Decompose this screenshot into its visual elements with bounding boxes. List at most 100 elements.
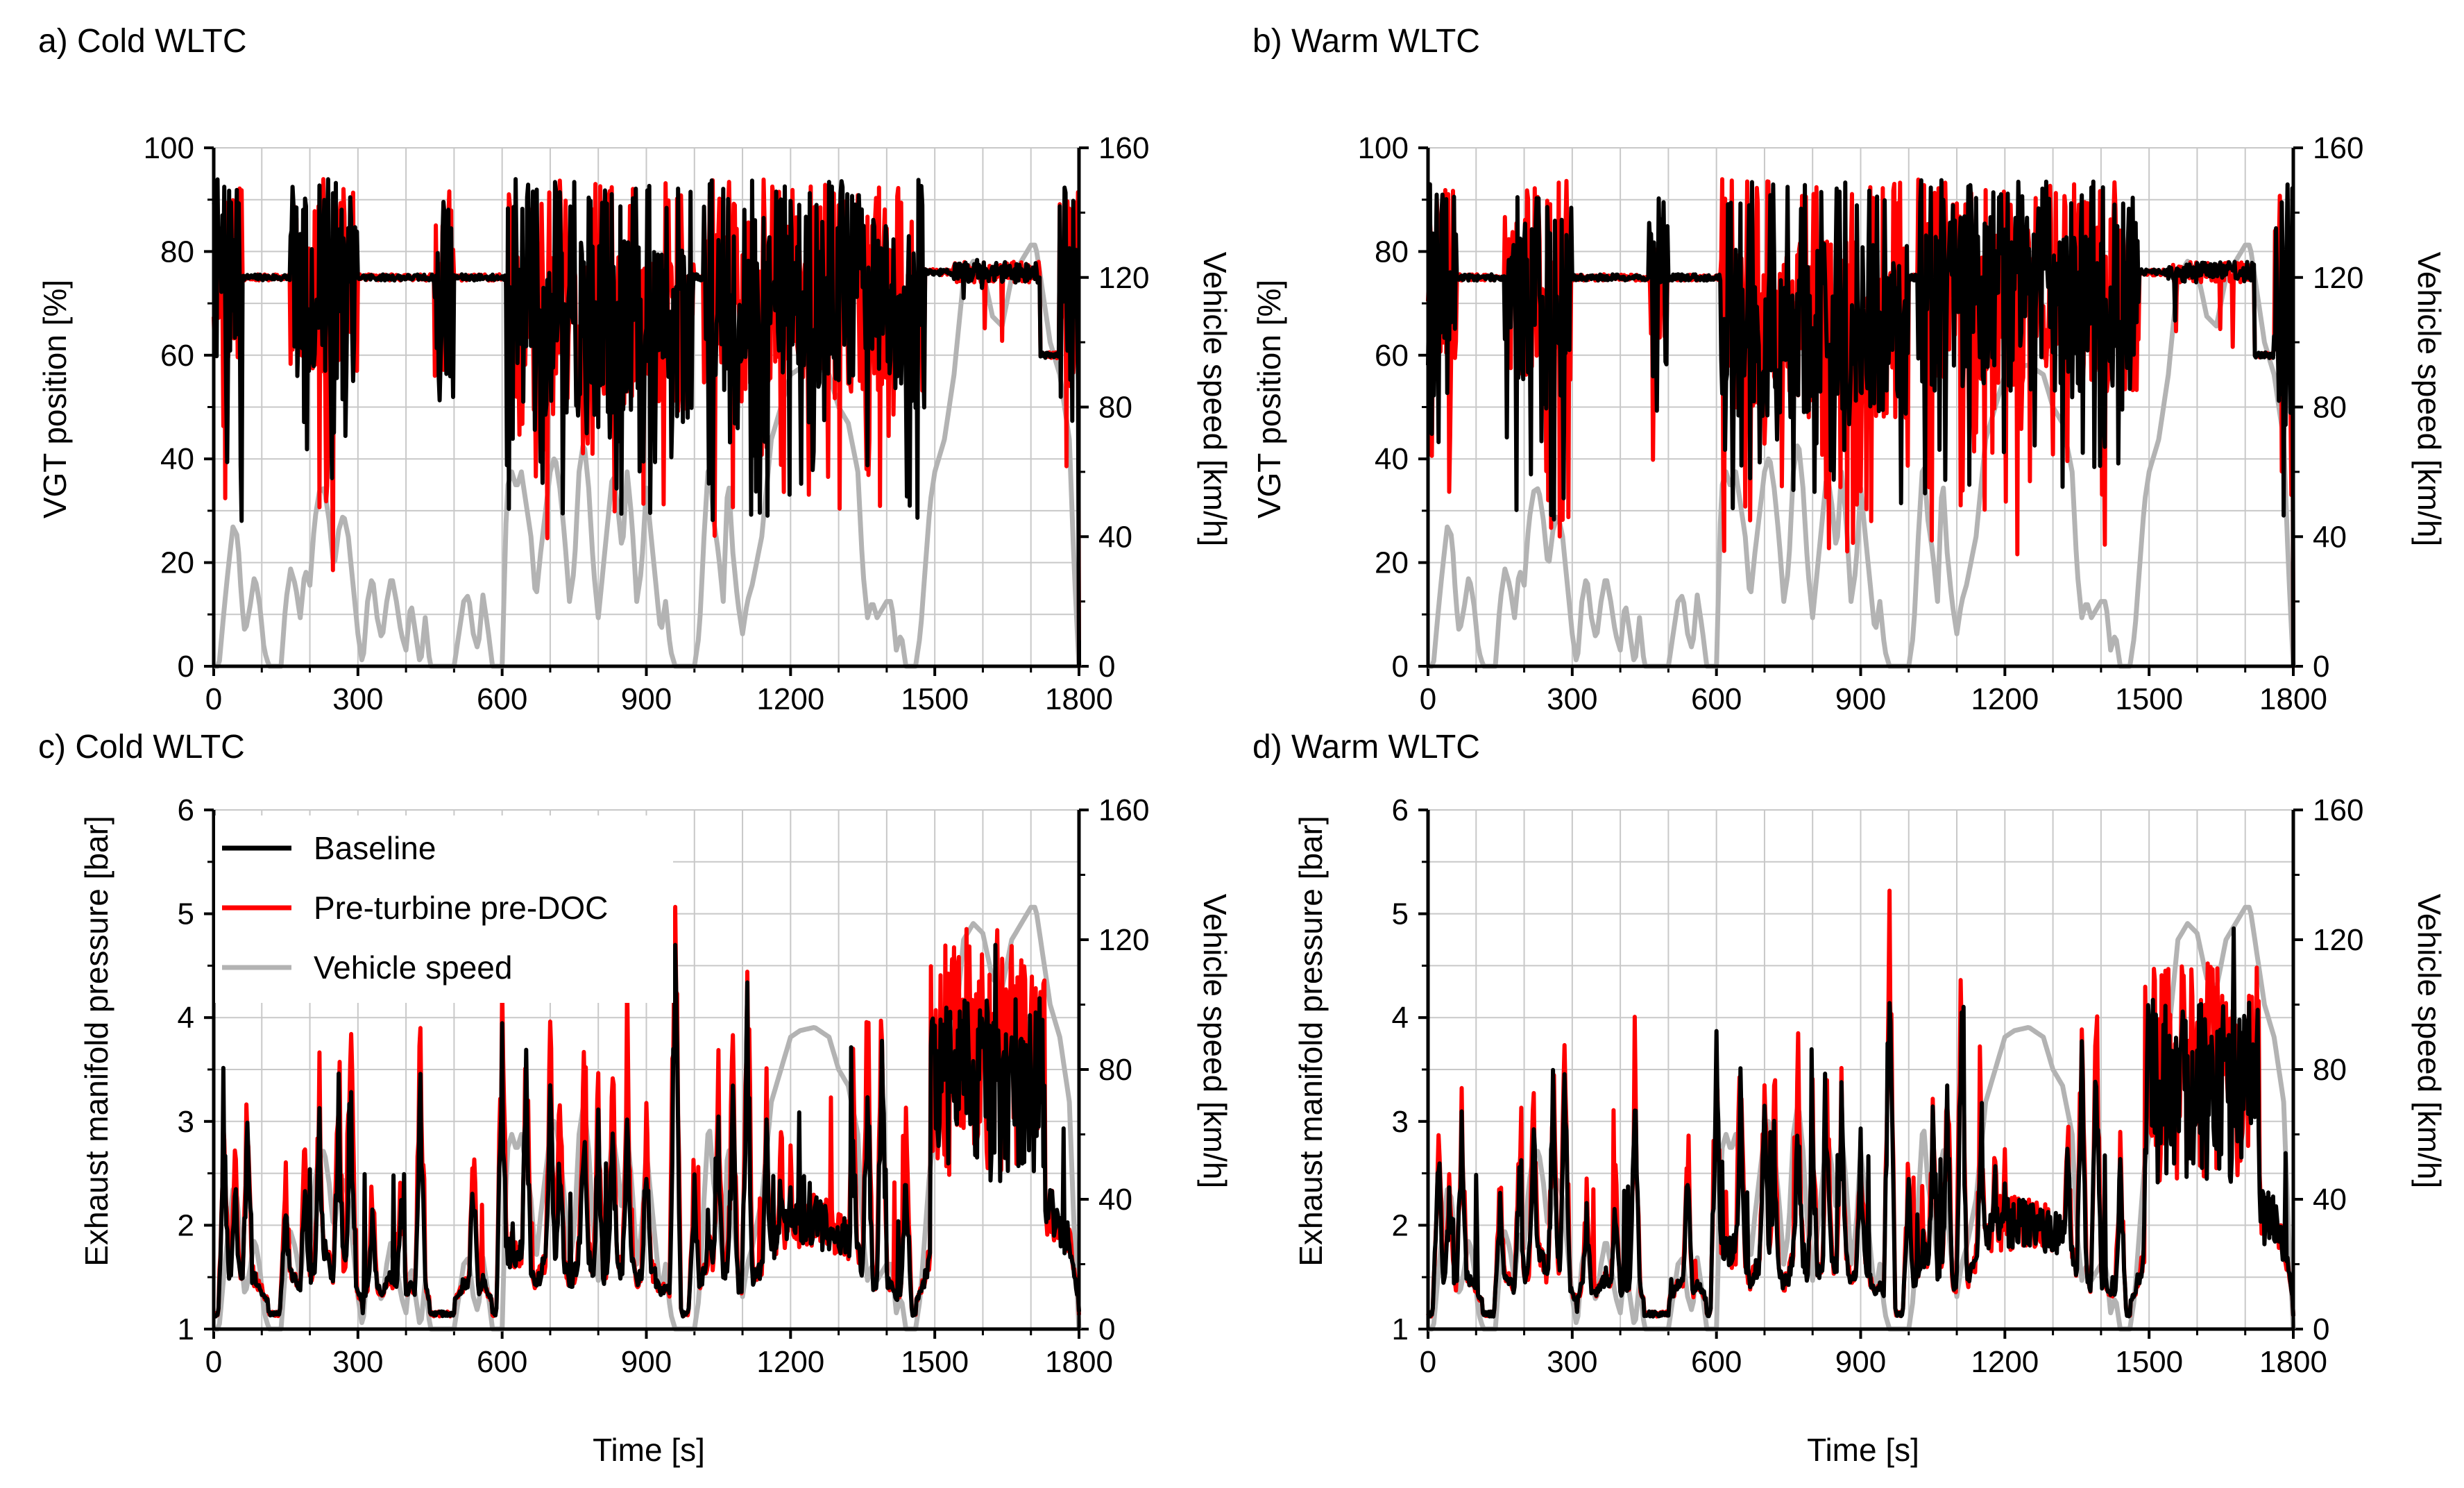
panel-b-title: b) Warm WLTC <box>1252 23 1480 60</box>
panel-c-xlabel: Time [s] <box>593 1432 705 1468</box>
xtick-label: 900 <box>621 682 672 716</box>
panel-a-ticks: 0 20 40 60 80 100 0 40 80 120 160 0 300 600 900 1200 150… <box>144 131 1150 716</box>
xtick-label: 600 <box>477 1345 527 1379</box>
panel-d-y2label: Vehicle speed [km/h] <box>2411 894 2447 1188</box>
xtick-label: 1800 <box>1045 1345 1113 1379</box>
panel-a-cold-vgt: a) Cold WLTC VGT position [%] Vehicle sp… <box>37 23 1233 716</box>
y2tick-label: 160 <box>2313 131 2363 165</box>
xtick-label: 0 <box>205 1345 222 1379</box>
y2tick-label: 160 <box>1098 131 1149 165</box>
ytick-label: 80 <box>160 235 194 269</box>
series-baseline <box>1427 926 2295 1319</box>
xtick-label: 300 <box>1547 682 1597 716</box>
ytick-label: 100 <box>1358 131 1409 165</box>
ytick-label: 2 <box>178 1208 194 1242</box>
y2tick-label: 40 <box>1098 1183 1132 1217</box>
xtick-label: 300 <box>332 1345 383 1379</box>
xtick-label: 1500 <box>901 682 969 716</box>
y2tick-label: 80 <box>2313 391 2347 425</box>
xtick-label: 1200 <box>1971 682 2039 716</box>
xtick-label: 1200 <box>756 682 824 716</box>
ytick-label: 6 <box>1392 793 1409 827</box>
xtick-label: 0 <box>1420 682 1436 716</box>
xtick-label: 1800 <box>1045 682 1113 716</box>
panel-a-ylabel: VGT position [%] <box>37 280 73 518</box>
xtick-label: 1800 <box>2259 1345 2327 1379</box>
ytick-label: 20 <box>160 546 194 580</box>
ytick-label: 40 <box>1375 442 1409 476</box>
xtick-label: 1200 <box>756 1345 824 1379</box>
panel-c-y2label: Vehicle speed [km/h] <box>1197 894 1233 1188</box>
panel-a-y2label: Vehicle speed [km/h] <box>1197 252 1233 546</box>
panel-d-xlabel: Time [s] <box>1807 1432 1919 1468</box>
y2tick-label: 120 <box>2313 261 2363 295</box>
panel-d-series <box>1426 810 2296 1332</box>
xtick-label: 900 <box>1835 1345 1886 1379</box>
xtick-label: 1500 <box>901 1345 969 1379</box>
xtick-label: 300 <box>332 682 383 716</box>
ytick-label: 60 <box>160 339 194 373</box>
series-baseline <box>1426 178 2295 668</box>
ytick-label: 4 <box>1392 1001 1409 1035</box>
ytick-label: 0 <box>178 650 194 684</box>
y2tick-label: 120 <box>2313 923 2363 957</box>
ytick-label: 40 <box>160 442 194 476</box>
xtick-label: 1500 <box>2115 1345 2183 1379</box>
y2tick-label: 0 <box>2313 650 2329 684</box>
ytick-label: 0 <box>1392 650 1409 684</box>
panel-b-y2label: Vehicle speed [km/h] <box>2411 252 2447 546</box>
panel-d-ticks: 1 2 3 4 5 6 0 40 80 120 160 0 300 600 900 1200 1500 1800 <box>1392 793 2364 1379</box>
legend-pre-turbine-label: Pre-turbine pre-DOC <box>314 890 608 926</box>
y2tick-label: 0 <box>2313 1312 2329 1346</box>
y2tick-label: 40 <box>2313 520 2347 554</box>
panel-a-title: a) Cold WLTC <box>38 23 247 60</box>
ytick-label: 6 <box>178 793 194 827</box>
xtick-label: 300 <box>1547 1345 1597 1379</box>
panel-d-ylabel: Exhaust manifold pressure [bar] <box>1293 815 1329 1266</box>
xtick-label: 900 <box>1835 682 1886 716</box>
ytick-label: 5 <box>178 897 194 931</box>
legend-baseline-label: Baseline <box>314 830 436 866</box>
panel-c-series <box>212 810 1082 1332</box>
panel-c-ylabel: Exhaust manifold pressure [bar] <box>78 815 114 1266</box>
panel-b-warm-vgt: b) Warm WLTC VGT position [%] Vehicle sp… <box>1251 23 2447 716</box>
ytick-label: 100 <box>144 131 194 165</box>
xtick-label: 600 <box>1691 1345 1742 1379</box>
ytick-label: 80 <box>1375 235 1409 269</box>
panel-a-series <box>212 148 1082 669</box>
y2tick-label: 40 <box>2313 1183 2347 1217</box>
y2tick-label: 120 <box>1098 261 1149 295</box>
y2tick-label: 40 <box>1098 520 1132 554</box>
xtick-label: 600 <box>1691 682 1742 716</box>
xtick-label: 0 <box>1420 1345 1436 1379</box>
ytick-label: 4 <box>178 1001 194 1035</box>
xtick-label: 1200 <box>1971 1345 2039 1379</box>
panel-c-title: c) Cold WLTC <box>38 729 245 766</box>
panel-b-series <box>1426 148 2296 669</box>
y2tick-label: 80 <box>1098 391 1132 425</box>
xtick-label: 1800 <box>2259 682 2327 716</box>
y2tick-label: 80 <box>1098 1053 1132 1087</box>
y2tick-label: 0 <box>1098 1312 1115 1346</box>
y2tick-label: 80 <box>2313 1053 2347 1087</box>
xtick-label: 900 <box>621 1345 672 1379</box>
xtick-label: 1500 <box>2115 682 2183 716</box>
ytick-label: 20 <box>1375 546 1409 580</box>
series-vehicle-speed <box>213 242 1082 669</box>
y2tick-label: 120 <box>1098 923 1149 957</box>
ytick-label: 3 <box>1392 1105 1409 1139</box>
y2tick-label: 0 <box>1098 650 1115 684</box>
xtick-label: 0 <box>205 682 222 716</box>
series-baseline <box>212 942 1081 1319</box>
ytick-label: 5 <box>1392 897 1409 931</box>
legend-vehicle-speed-label: Vehicle speed <box>314 949 512 986</box>
panel-c-cold-pressure: c) Cold WLTC Exhaust manifold pressure [… <box>38 729 1233 1468</box>
xtick-label: 600 <box>477 682 527 716</box>
series-baseline <box>212 177 1081 668</box>
panel-d-title: d) Warm WLTC <box>1252 729 1480 766</box>
panel-d-warm-pressure: d) Warm WLTC Exhaust manifold pressure [… <box>1252 729 2447 1468</box>
legend: Baseline Pre-turbine pre-DOC Vehicle spe… <box>215 815 673 1003</box>
y2tick-label: 160 <box>2313 793 2363 827</box>
ytick-label: 1 <box>1392 1312 1409 1346</box>
